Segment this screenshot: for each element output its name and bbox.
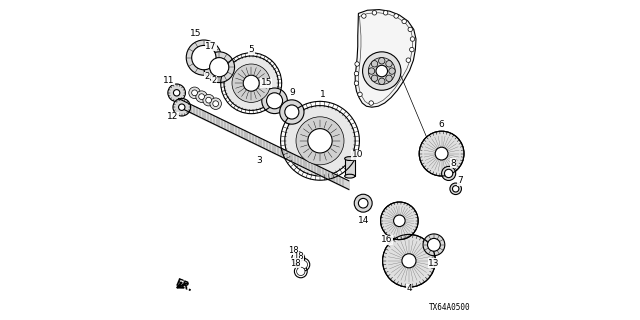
Text: 16: 16 <box>381 236 393 244</box>
Circle shape <box>198 94 205 100</box>
Circle shape <box>394 14 398 18</box>
Text: 5: 5 <box>248 45 254 54</box>
Circle shape <box>383 235 435 287</box>
Circle shape <box>212 101 219 107</box>
Circle shape <box>186 40 221 75</box>
Circle shape <box>410 47 414 52</box>
Circle shape <box>389 68 396 74</box>
Text: 15: 15 <box>260 78 272 87</box>
Circle shape <box>369 68 375 74</box>
Circle shape <box>435 147 448 160</box>
Circle shape <box>355 62 360 66</box>
Circle shape <box>371 60 378 67</box>
Circle shape <box>402 254 416 268</box>
Text: 14: 14 <box>358 216 369 225</box>
Circle shape <box>285 105 299 119</box>
Circle shape <box>210 98 221 109</box>
Circle shape <box>232 64 270 102</box>
Circle shape <box>379 58 385 64</box>
Circle shape <box>203 94 214 106</box>
Circle shape <box>410 37 415 41</box>
Text: 7: 7 <box>458 176 463 185</box>
Text: 1: 1 <box>321 90 326 99</box>
Circle shape <box>285 106 355 176</box>
Circle shape <box>262 88 287 114</box>
Text: 17: 17 <box>205 42 217 51</box>
Circle shape <box>383 11 388 15</box>
Circle shape <box>224 56 278 110</box>
Circle shape <box>210 58 229 77</box>
Text: 12: 12 <box>167 112 179 121</box>
Circle shape <box>369 58 396 84</box>
Circle shape <box>402 19 406 24</box>
Circle shape <box>173 90 180 96</box>
Text: 18: 18 <box>293 252 303 261</box>
Circle shape <box>362 14 366 18</box>
Text: 10: 10 <box>352 150 363 159</box>
Circle shape <box>173 99 191 116</box>
Text: 18: 18 <box>291 259 301 268</box>
Circle shape <box>243 75 259 91</box>
Text: 13: 13 <box>428 259 440 268</box>
Circle shape <box>423 234 445 256</box>
Ellipse shape <box>344 174 355 178</box>
Text: 4: 4 <box>406 284 412 293</box>
Circle shape <box>294 254 303 262</box>
Circle shape <box>300 260 308 269</box>
Circle shape <box>204 52 235 83</box>
Circle shape <box>419 131 464 176</box>
Circle shape <box>297 267 305 276</box>
Circle shape <box>369 101 374 105</box>
Circle shape <box>296 117 344 165</box>
Circle shape <box>386 75 392 82</box>
Text: 18: 18 <box>288 246 298 255</box>
Circle shape <box>452 186 459 192</box>
Circle shape <box>168 84 186 102</box>
Circle shape <box>192 90 198 96</box>
Text: 2: 2 <box>205 72 210 81</box>
Circle shape <box>428 238 440 251</box>
Circle shape <box>192 45 216 70</box>
Circle shape <box>444 169 453 178</box>
Circle shape <box>362 52 401 90</box>
Text: TX64A0500: TX64A0500 <box>429 303 470 312</box>
Circle shape <box>371 75 378 82</box>
Circle shape <box>355 71 359 76</box>
Circle shape <box>267 93 283 109</box>
Bar <box>344 159 355 176</box>
Circle shape <box>386 60 392 67</box>
Text: FR.: FR. <box>174 277 194 293</box>
Circle shape <box>358 198 368 208</box>
Ellipse shape <box>344 157 355 161</box>
Text: 6: 6 <box>439 120 444 129</box>
Circle shape <box>189 87 200 99</box>
Circle shape <box>442 166 456 180</box>
Circle shape <box>372 11 376 15</box>
Text: 3: 3 <box>257 156 262 164</box>
Circle shape <box>376 65 388 77</box>
Circle shape <box>381 202 418 240</box>
Text: 9: 9 <box>289 88 294 97</box>
Text: 8: 8 <box>451 159 456 168</box>
Text: 15: 15 <box>191 29 202 38</box>
Text: 11: 11 <box>163 76 175 84</box>
Circle shape <box>206 97 211 103</box>
Circle shape <box>379 78 385 84</box>
Circle shape <box>394 215 405 227</box>
Circle shape <box>355 194 372 212</box>
Circle shape <box>358 92 362 97</box>
Circle shape <box>280 100 304 124</box>
Circle shape <box>196 91 207 102</box>
Circle shape <box>450 183 461 195</box>
Polygon shape <box>355 10 416 107</box>
Circle shape <box>179 104 185 110</box>
Circle shape <box>355 81 359 85</box>
Circle shape <box>406 58 411 62</box>
Circle shape <box>308 129 332 153</box>
Circle shape <box>408 27 413 32</box>
Text: 2: 2 <box>212 76 217 85</box>
